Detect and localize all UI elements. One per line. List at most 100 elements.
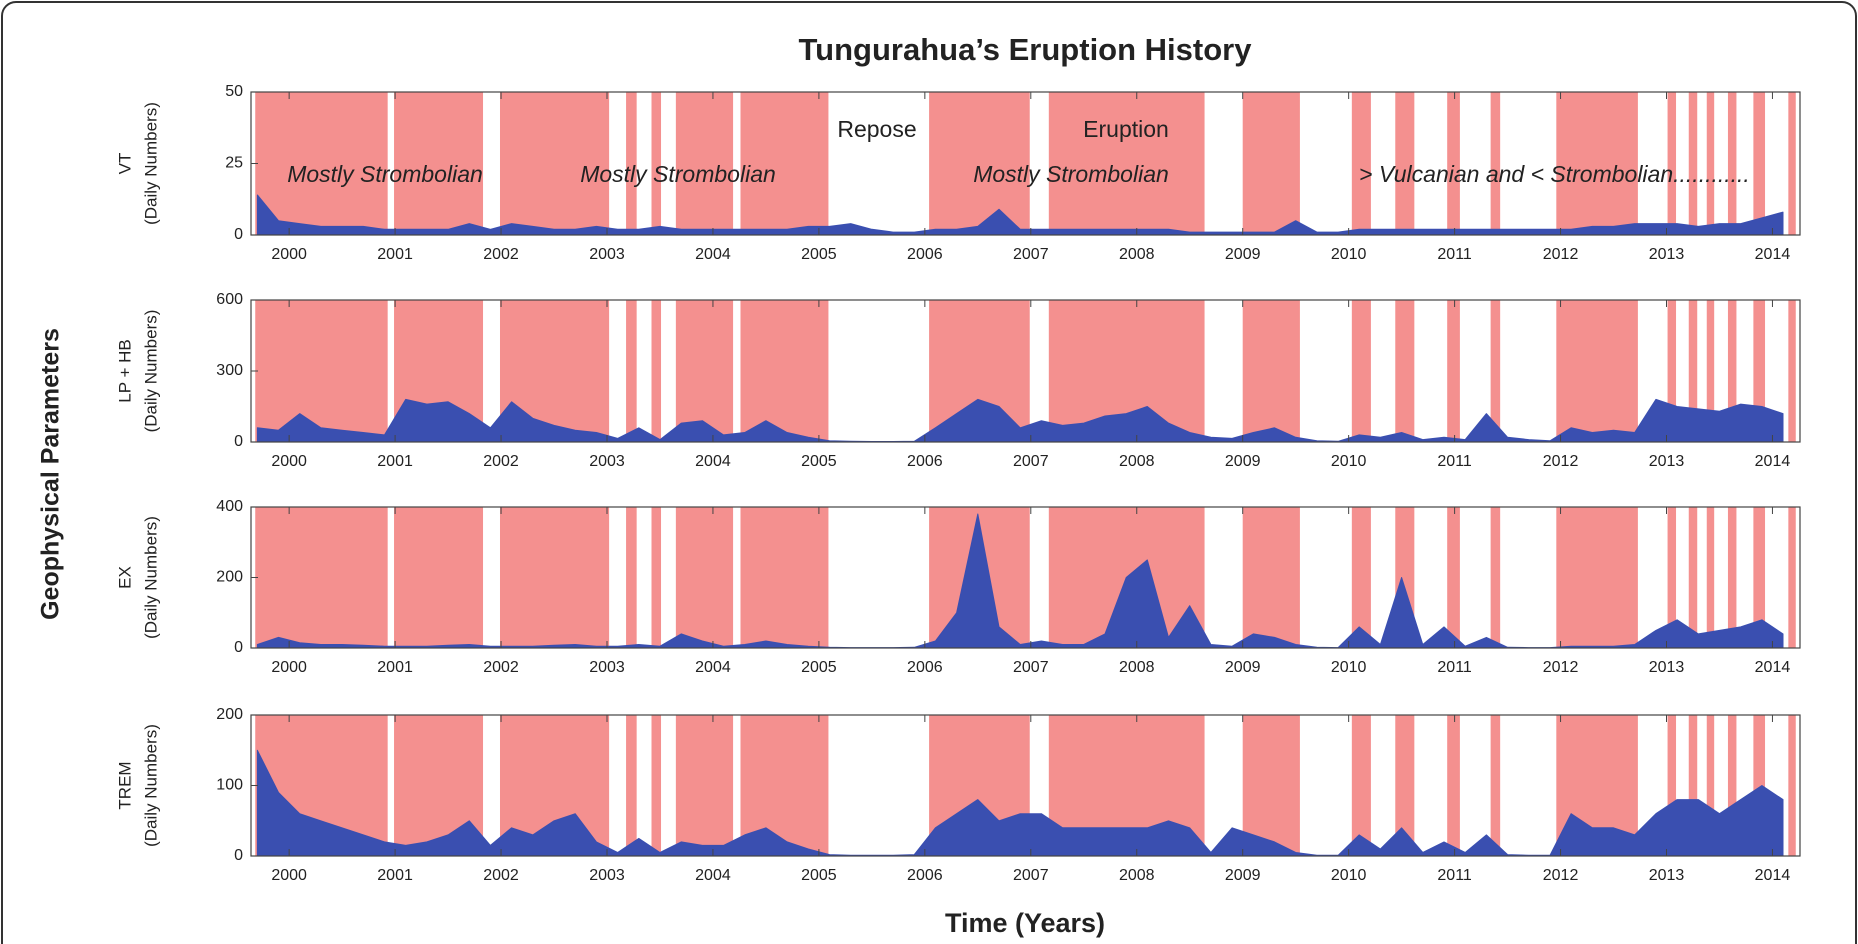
eruption-period — [1556, 92, 1638, 235]
x-tick-label: 2001 — [377, 659, 413, 676]
eruption-period — [1706, 92, 1715, 235]
x-tick-label: 2011 — [1437, 246, 1472, 263]
eruption-period — [1753, 715, 1766, 856]
x-tick-label: 2002 — [483, 659, 519, 676]
x-tick-label: 2003 — [589, 453, 625, 470]
eruption-period — [675, 300, 734, 442]
y-tick-label: 50 — [225, 83, 243, 100]
panel-y-unit: (Daily Numbers) — [141, 516, 160, 639]
y-tick-label: 400 — [216, 498, 243, 515]
y-tick-label: 200 — [216, 569, 243, 586]
eruption-period — [626, 300, 637, 442]
annotation: Mostly Strombolian — [973, 161, 1169, 187]
x-tick-label: 2013 — [1649, 453, 1685, 470]
x-tick-label: 2011 — [1437, 867, 1472, 884]
eruption-period — [1727, 507, 1737, 648]
eruption-period — [651, 715, 662, 856]
eruption-period — [1788, 300, 1796, 442]
x-tick-label: 2013 — [1649, 246, 1685, 263]
eruption-period — [1242, 92, 1300, 235]
eruption-period — [929, 92, 1030, 235]
x-tick-label: 2000 — [271, 867, 307, 884]
x-tick-label: 2007 — [1013, 867, 1049, 884]
eruption-period — [1351, 715, 1371, 856]
x-tick-label: 2002 — [483, 867, 519, 884]
x-tick-label: 2002 — [483, 246, 519, 263]
y-axis-title: Geophysical Parameters — [37, 328, 65, 620]
eruption-period — [1688, 715, 1698, 856]
eruption-period — [1753, 92, 1766, 235]
x-tick-label: 2012 — [1543, 659, 1579, 676]
eruption-period — [1351, 507, 1371, 648]
eruption-period — [1242, 300, 1300, 442]
x-tick-label: 2003 — [589, 867, 625, 884]
x-tick-label: 2013 — [1649, 659, 1685, 676]
eruption-period — [1688, 507, 1698, 648]
eruption-period — [1490, 92, 1501, 235]
x-tick-label: 2003 — [589, 246, 625, 263]
eruption-period — [1490, 300, 1501, 442]
x-tick-label: 2005 — [801, 246, 837, 263]
panel-y-unit: (Daily Numbers) — [141, 724, 160, 847]
eruption-period — [1667, 92, 1677, 235]
y-tick-label: 300 — [216, 362, 243, 379]
chart-title: Tungurahua’s Eruption History — [799, 32, 1253, 67]
eruption-period — [1556, 507, 1638, 648]
eruption-period — [499, 507, 610, 648]
eruption-period — [1667, 300, 1677, 442]
x-tick-label: 2004 — [695, 659, 731, 676]
eruption-period — [1753, 300, 1766, 442]
eruption-period — [1242, 507, 1300, 648]
eruption-period — [675, 507, 734, 648]
annotation: > Vulcanian and < Strombolian...........… — [1359, 161, 1750, 187]
eruption-period — [1490, 507, 1501, 648]
panel-y-label: LP + HB — [115, 339, 134, 402]
x-tick-label: 2009 — [1225, 453, 1261, 470]
x-tick-label: 2010 — [1331, 867, 1367, 884]
eruption-period — [1490, 715, 1501, 856]
eruption-period — [1788, 715, 1796, 856]
x-tick-label: 2012 — [1543, 867, 1579, 884]
x-tick-label: 2005 — [801, 659, 837, 676]
eruption-period — [1753, 507, 1766, 648]
annotation: Mostly Strombolian — [580, 161, 776, 187]
eruption-period — [394, 507, 484, 648]
eruption-period — [651, 300, 662, 442]
panel-y-unit: (Daily Numbers) — [141, 102, 160, 225]
eruption-period — [1788, 92, 1796, 235]
eruption-period — [1048, 92, 1205, 235]
x-tick-label: 2013 — [1649, 867, 1685, 884]
eruption-period — [255, 507, 388, 648]
x-tick-label: 2004 — [695, 246, 731, 263]
x-tick-label: 2014 — [1755, 453, 1791, 470]
eruption-period — [1447, 92, 1460, 235]
y-tick-label: 0 — [234, 226, 243, 243]
x-tick-label: 2008 — [1119, 659, 1155, 676]
eruption-period — [394, 92, 484, 235]
eruption-period — [740, 300, 829, 442]
x-tick-label: 2014 — [1755, 659, 1791, 676]
eruption-period — [1667, 715, 1677, 856]
eruption-period — [626, 715, 637, 856]
x-tick-label: 2014 — [1755, 246, 1791, 263]
x-tick-label: 2009 — [1225, 867, 1261, 884]
x-tick-label: 2003 — [589, 659, 625, 676]
eruption-period — [1351, 300, 1371, 442]
x-tick-label: 2006 — [907, 246, 943, 263]
x-tick-label: 2011 — [1437, 659, 1472, 676]
eruption-period — [1706, 507, 1715, 648]
x-tick-label: 2007 — [1013, 659, 1049, 676]
x-tick-label: 2010 — [1331, 453, 1367, 470]
eruption-period — [626, 507, 637, 648]
x-tick-label: 2008 — [1119, 867, 1155, 884]
eruption-period — [1688, 300, 1698, 442]
eruption-period — [1242, 715, 1300, 856]
y-tick-label: 0 — [234, 639, 243, 656]
x-tick-label: 2007 — [1013, 246, 1049, 263]
eruption-period — [1727, 92, 1737, 235]
x-tick-label: 2006 — [907, 867, 943, 884]
eruption-period — [1727, 300, 1737, 442]
annotation: Repose — [837, 116, 916, 142]
